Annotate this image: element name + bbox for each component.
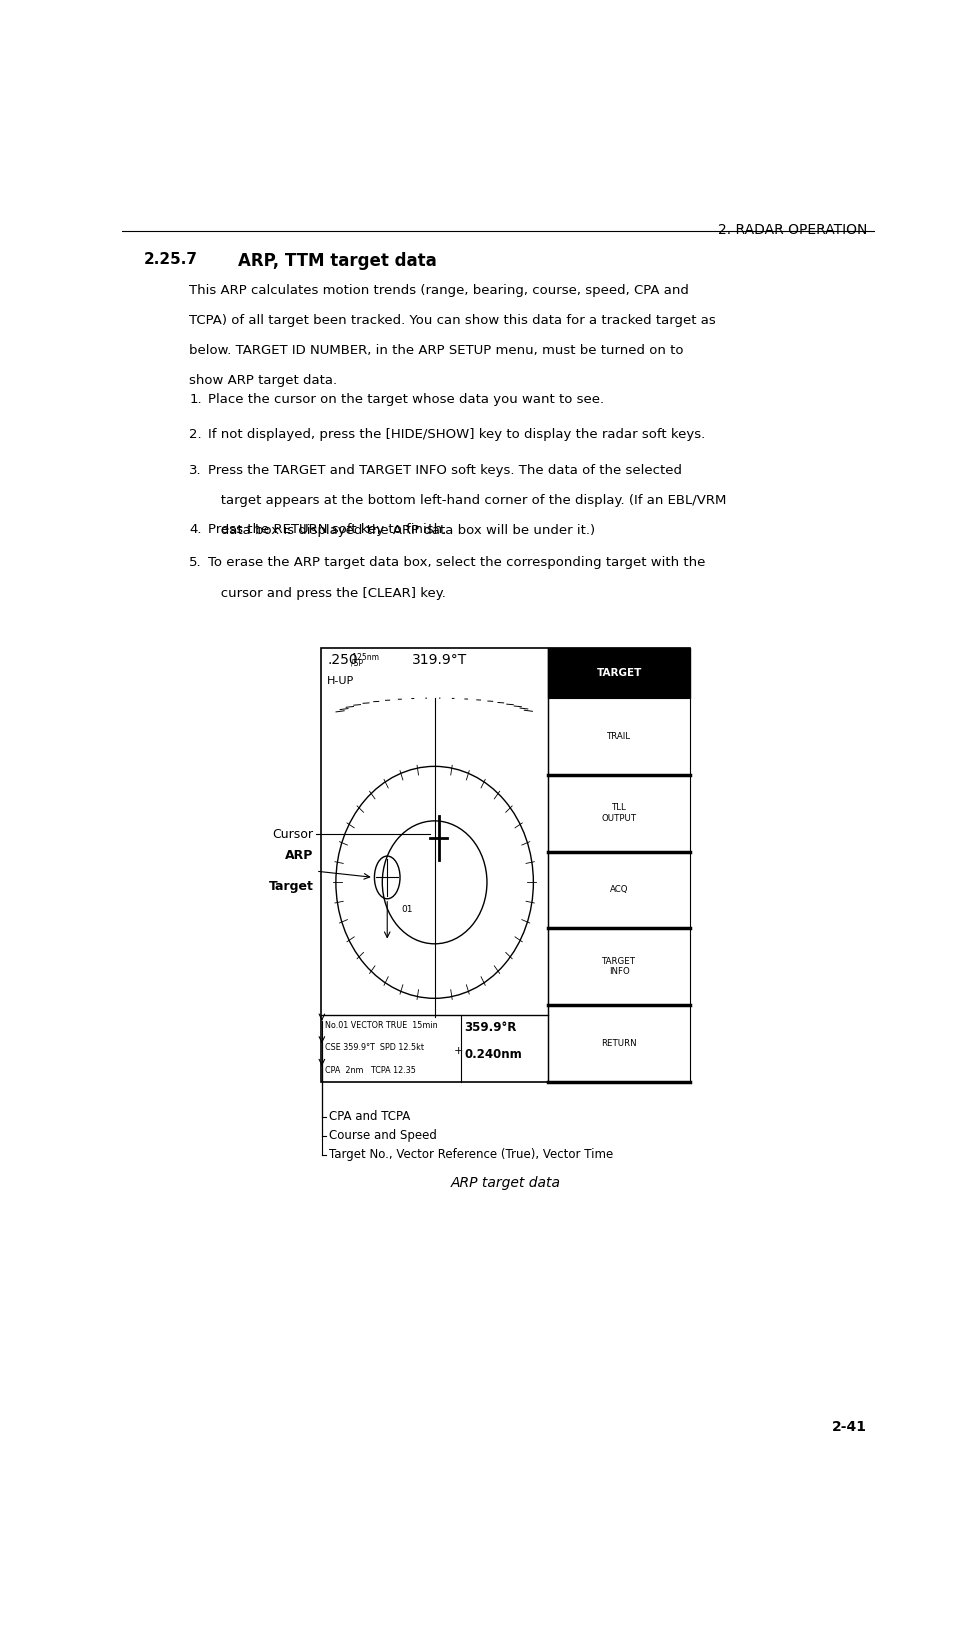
Text: ARP target data: ARP target data [451, 1177, 561, 1190]
Bar [548, 648, 690, 698]
Text: CPA and TCPA: CPA and TCPA [329, 1110, 410, 1123]
Text: TCPA) of all target been tracked. You can show this data for a tracked target as: TCPA) of all target been tracked. You ca… [190, 313, 716, 326]
Text: CSE 359.9°T  SPD 12.5kt: CSE 359.9°T SPD 12.5kt [325, 1043, 424, 1053]
Text: cursor and press the [CLEAR] key.: cursor and press the [CLEAR] key. [208, 586, 446, 599]
Text: TRAIL: TRAIL [608, 733, 631, 741]
Bar [548, 1005, 690, 1082]
Bar [548, 775, 690, 852]
Text: +: + [454, 1046, 464, 1056]
Text: H-UP: H-UP [328, 676, 355, 685]
Text: 5.: 5. [190, 557, 202, 570]
Text: Press the TARGET and TARGET INFO soft keys. The data of the selected: Press the TARGET and TARGET INFO soft ke… [208, 463, 682, 477]
Text: /SP: /SP [351, 658, 363, 667]
Text: This ARP calculates motion trends (range, bearing, course, speed, CPA and: This ARP calculates motion trends (range… [190, 284, 689, 297]
Text: ACQ: ACQ [610, 886, 629, 894]
Text: .250: .250 [328, 653, 358, 667]
Text: below. TARGET ID NUMBER, in the ARP SETUP menu, must be turned on to: below. TARGET ID NUMBER, in the ARP SETU… [190, 344, 683, 357]
Text: 359.9°R: 359.9°R [465, 1022, 517, 1033]
Text: Cursor: Cursor [272, 827, 314, 840]
Text: target appears at the bottom left-hand corner of the display. (If an EBL/VRM: target appears at the bottom left-hand c… [208, 493, 726, 506]
Text: 2.: 2. [190, 428, 202, 441]
Text: data box is displayed the ARP data box will be under it.): data box is displayed the ARP data box w… [208, 524, 595, 537]
Text: TARGET
INFO: TARGET INFO [603, 956, 637, 976]
Text: Press the RETURN soft key to finish.: Press the RETURN soft key to finish. [208, 522, 446, 535]
Bar [548, 698, 690, 775]
Text: 319.9°T: 319.9°T [411, 653, 467, 667]
Text: ARP: ARP [285, 849, 314, 862]
Text: .125nm: .125nm [351, 653, 379, 663]
Text: 1.: 1. [190, 393, 202, 406]
Text: 4.: 4. [190, 522, 202, 535]
Text: ARP, TTM target data: ARP, TTM target data [238, 253, 437, 271]
Text: 2-41: 2-41 [832, 1420, 867, 1433]
Text: RETURN: RETURN [602, 1040, 637, 1048]
Text: Place the cursor on the target whose data you want to see.: Place the cursor on the target whose dat… [208, 393, 605, 406]
Text: 0.240nm: 0.240nm [465, 1048, 522, 1061]
Text: CPA  2nm   TCPA 12.35: CPA 2nm TCPA 12.35 [325, 1066, 416, 1075]
Text: show ARP target data.: show ARP target data. [190, 374, 337, 387]
Text: TARGET: TARGET [597, 667, 642, 679]
Text: No.01 VECTOR TRUE  15min: No.01 VECTOR TRUE 15min [325, 1022, 437, 1030]
Text: Target: Target [268, 880, 314, 893]
Text: Target No., Vector Reference (True), Vector Time: Target No., Vector Reference (True), Vec… [329, 1149, 613, 1160]
Bar [321, 648, 690, 1082]
Bar [548, 852, 690, 929]
Bar [548, 929, 690, 1005]
Text: 01: 01 [401, 906, 413, 914]
Text: TLL
OUTPUT: TLL OUTPUT [602, 803, 637, 823]
Text: 2. RADAR OPERATION: 2. RADAR OPERATION [718, 224, 867, 238]
Text: 3.: 3. [190, 463, 202, 477]
Text: To erase the ARP target data box, select the corresponding target with the: To erase the ARP target data box, select… [208, 557, 706, 570]
Text: Course and Speed: Course and Speed [329, 1129, 436, 1142]
Text: 2.25.7: 2.25.7 [144, 253, 198, 268]
Text: If not displayed, press the [HIDE/SHOW] key to display the radar soft keys.: If not displayed, press the [HIDE/SHOW] … [208, 428, 706, 441]
